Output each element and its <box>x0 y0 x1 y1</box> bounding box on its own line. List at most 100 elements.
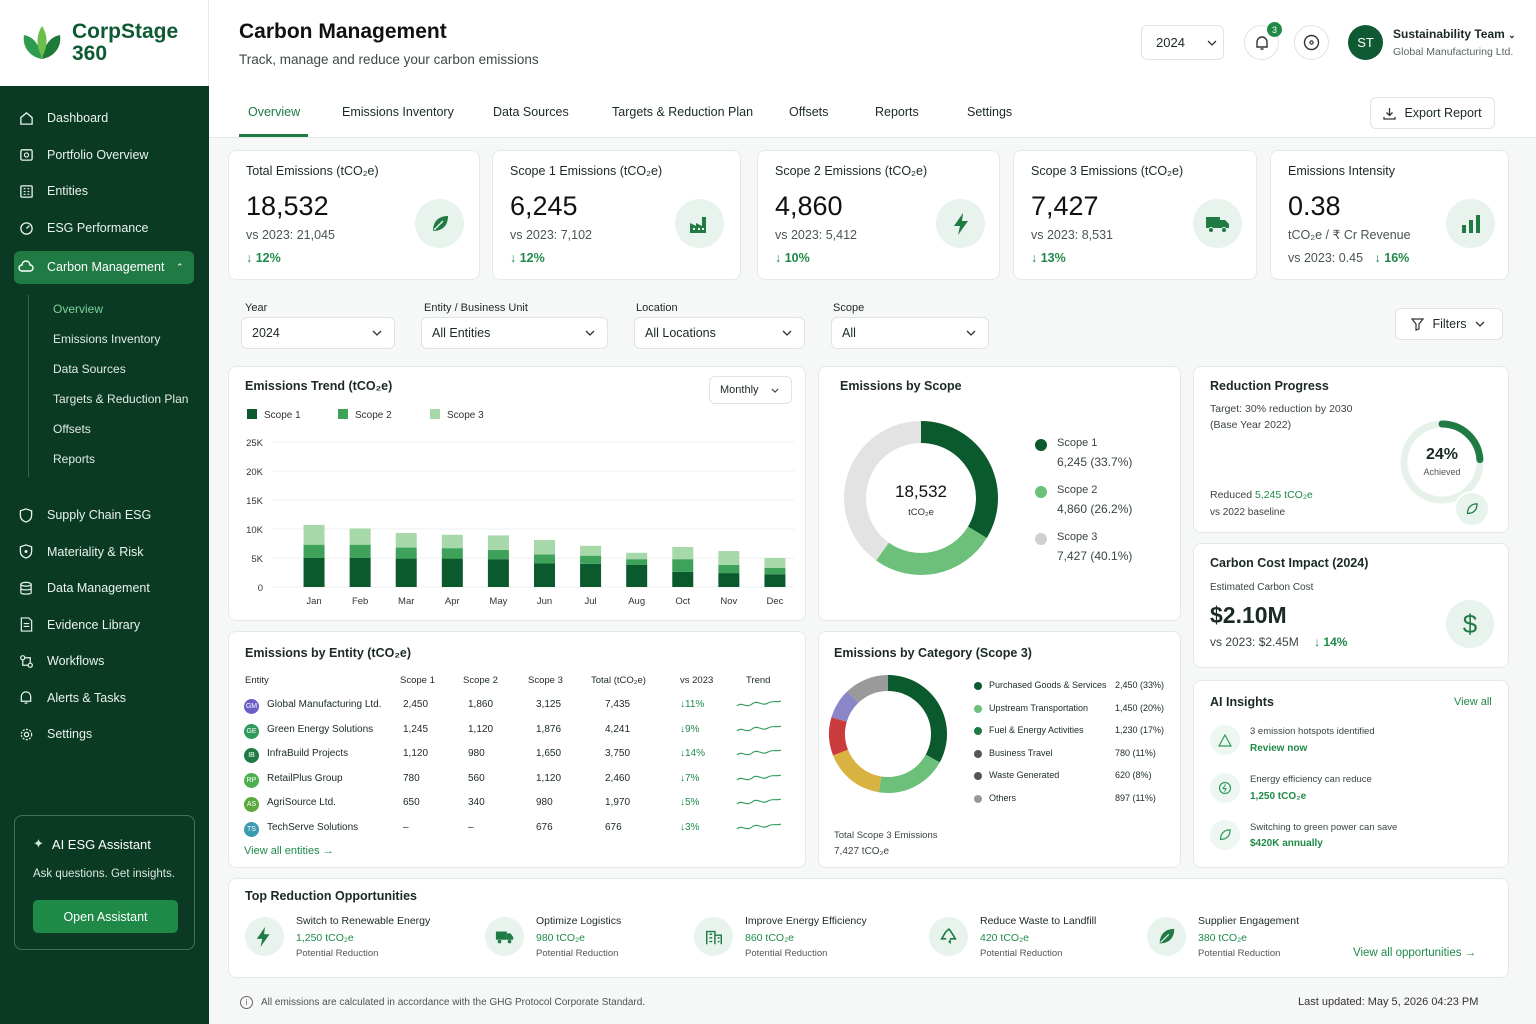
view-all-entities-link[interactable]: View all entities → <box>244 845 334 857</box>
sidebar-item-settings[interactable]: Settings <box>0 716 92 753</box>
dollar-icon: $ <box>1446 600 1494 648</box>
brand-name: CorpStage <box>72 20 179 43</box>
subnav-emissions-inventory[interactable]: Emissions Inventory <box>53 332 161 346</box>
tab-offsets[interactable]: Offsets <box>789 105 829 119</box>
help-button[interactable] <box>1294 25 1329 60</box>
year-select[interactable]: 2024 <box>1141 25 1224 60</box>
kpi-change: ↓ 12% <box>246 251 281 265</box>
reduction-title: Reduction Progress <box>1210 379 1329 393</box>
sidebar-item-carbon-management[interactable]: Carbon Management ⌃ <box>0 249 195 286</box>
subnav-reports[interactable]: Reports <box>53 452 96 466</box>
emissions-trend-chart: 0 5K 10K 15K 20K 25K Scope 1 Scope 2 Scope 3 Jan F… <box>246 409 794 607</box>
bar-scope3-jun <box>534 540 555 555</box>
insight-text: Energy efficiency can reduce <box>1250 774 1372 785</box>
insights-view-all-link[interactable]: View all <box>1454 696 1492 708</box>
filter-year-select[interactable]: 2024 <box>241 317 395 349</box>
subnav-overview[interactable]: Overview <box>53 302 104 316</box>
tab-active-underline <box>239 134 308 137</box>
sidebar-item-dashboard[interactable]: Dashboard <box>0 100 108 137</box>
entity-name: InfraBuild Projects <box>267 748 349 759</box>
subnav-targets[interactable]: Targets & Reduction Plan <box>53 392 189 406</box>
bar-scope3-jul <box>580 545 602 556</box>
sidebar-item-supply-chain[interactable]: Supply Chain ESG <box>0 497 151 534</box>
bar-scope1-aug <box>626 564 648 587</box>
tab-targets[interactable]: Targets & Reduction Plan <box>612 105 754 119</box>
sidebar-item-entities[interactable]: Entities <box>0 173 88 210</box>
opportunity-item[interactable]: Improve Energy Efficiency 860 tCO₂e Pote… <box>694 915 914 965</box>
filter-entity-select[interactable]: All Entities <box>421 317 608 349</box>
subnav-offsets[interactable]: Offsets <box>53 422 91 436</box>
opportunity-item[interactable]: Supplier Engagement 380 tCO₂e Potential … <box>1147 915 1367 965</box>
table-row[interactable]: RP RetailPlus Group 780 560 1,120 2,460 … <box>244 772 804 797</box>
table-row[interactable]: AS AgriSource Ltd. 650 340 980 1,970 ↓ 5… <box>244 797 804 821</box>
bar-scope2-jul <box>580 555 602 564</box>
sidebar-item-materiality[interactable]: Materiality & Risk <box>0 534 144 571</box>
bar-scope3-apr <box>441 534 463 549</box>
tab-bar: Overview Emissions Inventory Data Source… <box>209 86 1536 138</box>
tab-reports[interactable]: Reports <box>875 105 919 119</box>
user-name[interactable]: Sustainability Team ⌄ <box>1393 27 1516 41</box>
tab-data-sources[interactable]: Data Sources <box>493 105 569 119</box>
bar-scope1-jan <box>303 558 325 587</box>
chevron-down-icon <box>1475 321 1484 327</box>
brand-logo[interactable]: CorpStage 360 <box>0 0 209 86</box>
legend-value: 4,860 (26.2%) <box>1057 502 1133 516</box>
tab-overview[interactable]: Overview <box>248 105 301 119</box>
kpi-compare: vs 2023: 5,412 <box>775 228 858 242</box>
nav-active-highlight <box>14 251 194 284</box>
cell-scope1: – <box>403 821 409 833</box>
subnav-data-sources[interactable]: Data Sources <box>53 362 126 376</box>
cost-value: $2.10M <box>1210 602 1287 628</box>
kpi-value: 4,860 <box>775 191 843 221</box>
sidebar-item-portfolio-overview[interactable]: Portfolio Overview <box>0 137 148 174</box>
view-all-opportunities-link[interactable]: View all opportunities → <box>1353 947 1476 959</box>
insight-link[interactable]: $420K annually <box>1250 838 1323 849</box>
insight-link[interactable]: 1,250 tCO₂e <box>1250 791 1307 802</box>
legend-swatch <box>974 749 982 758</box>
sidebar-item-evidence-library[interactable]: Evidence Library <box>0 607 140 644</box>
legend-label: Scope 2 <box>355 410 392 421</box>
filter-scope-select[interactable]: All <box>831 317 989 349</box>
building-icon <box>18 183 34 199</box>
sidebar-item-alerts[interactable]: Alerts & Tasks <box>0 680 126 717</box>
insight-link[interactable]: Review now <box>1250 743 1308 754</box>
legend-name: Purchased Goods & Services <box>989 680 1107 690</box>
sidebar-item-workflows[interactable]: Workflows <box>0 643 104 680</box>
notifications-button[interactable]: 3 <box>1244 22 1282 60</box>
opportunity-item[interactable]: Reduce Waste to Landfill 420 tCO₂e Poten… <box>929 915 1149 965</box>
bar-scope1-nov <box>718 573 740 587</box>
table-row[interactable]: TS TechServe Solutions – – 676 676 ↓ 3% <box>244 821 804 846</box>
tab-settings[interactable]: Settings <box>967 105 1013 119</box>
export-report-button[interactable]: Export Report <box>1370 97 1495 129</box>
avatar[interactable]: ST <box>1348 25 1383 60</box>
kpi-compare: vs 2023: 0.45 <box>1288 251 1364 265</box>
legend-swatch <box>974 772 982 780</box>
table-row[interactable]: GM Global Manufacturing Ltd. 2,450 1,860… <box>244 699 804 723</box>
bar-scope3-jan <box>303 524 325 545</box>
bar-scope2-dec <box>764 567 786 575</box>
col-header-entity: Entity <box>245 675 269 686</box>
entity-name: Global Manufacturing Ltd. <box>267 699 382 710</box>
filter-location-select[interactable]: All Locations <box>634 317 805 349</box>
cell-scope3: 1,650 <box>536 748 562 759</box>
tab-emissions-inventory[interactable]: Emissions Inventory <box>342 105 454 119</box>
info-icon: i <box>240 996 253 1009</box>
vs2023-value: 14% <box>685 748 706 759</box>
opportunity-item[interactable]: Switch to Renewable Energy 1,250 tCO₂e P… <box>245 915 465 965</box>
trend-period-select[interactable]: Monthly <box>709 376 792 404</box>
sidebar-item-data-management[interactable]: Data Management <box>0 570 150 607</box>
bar-scope3-nov <box>718 551 740 565</box>
arrow-right-icon: → <box>1464 947 1477 959</box>
kpi-intensity: Emissions Intensity 0.38 tCO₂e / ₹ Cr Re… <box>1270 150 1509 280</box>
sidebar-item-esg-performance[interactable]: ESG Performance <box>0 210 148 247</box>
reduction-base: (Base Year 2022) <box>1210 419 1292 431</box>
leaf-icon <box>1147 917 1186 956</box>
opportunity-item[interactable]: Optimize Logistics 980 tCO₂e Potential R… <box>485 915 705 965</box>
table-row[interactable]: IB InfraBuild Projects 1,120 980 1,650 3… <box>244 748 804 772</box>
vs2023-value: 3% <box>685 821 700 833</box>
filters-button[interactable]: Filters <box>1395 308 1503 340</box>
table-row[interactable]: GE Green Energy Solutions 1,245 1,120 1,… <box>244 723 804 748</box>
open-assistant-button[interactable]: Open Assistant <box>33 900 178 933</box>
gauge-icon <box>18 220 34 236</box>
trend-sparkline <box>736 697 782 711</box>
